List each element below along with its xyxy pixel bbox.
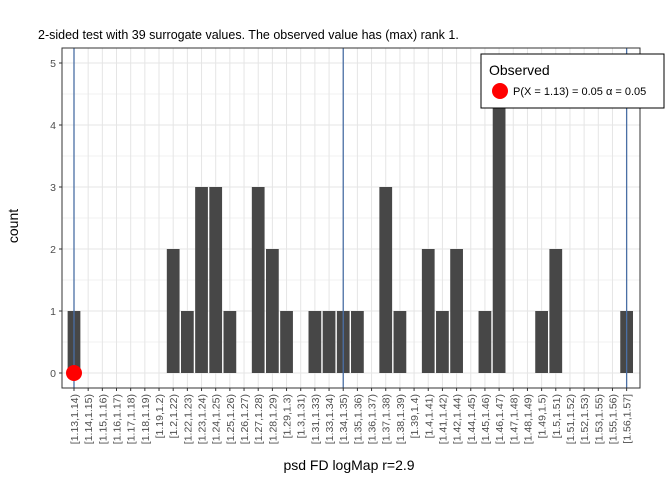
x-tick-label: [1.3,1.31) <box>296 394 308 438</box>
x-tick-label: [1.19,1.2) <box>154 394 166 438</box>
bar-[1.5,1.51) <box>549 249 563 373</box>
legend-observed-label: P(X = 1.13) = 0.05 α = 0.05 <box>513 86 646 98</box>
bar-[1.28,1.29) <box>266 249 279 373</box>
x-tick-label: [1.47,1.48) <box>508 394 520 444</box>
x-axis-title: psd FD logMap r=2.9 <box>283 457 414 473</box>
x-tick-label: [1.41,1.42) <box>437 394 449 444</box>
x-tick-label: [1.17,1.18) <box>126 394 138 444</box>
x-tick-label: [1.29,1.3) <box>282 394 294 438</box>
x-tick-label: [1.14,1.15) <box>83 394 95 444</box>
x-tick-label: [1.35,1.36) <box>352 394 364 444</box>
bar-[1.2,1.22) <box>166 249 180 373</box>
y-tick-label: 1 <box>50 306 56 318</box>
x-tick-label: [1.5,1.51) <box>551 394 563 438</box>
bar-[1.45,1.46) <box>478 311 492 373</box>
y-axis-ticks: 0 1 2 3 4 5 <box>50 58 62 380</box>
x-tick-label: [1.24,1.25) <box>211 394 223 444</box>
x-tick-label: [1.52,1.53) <box>579 394 591 444</box>
x-tick-label: [1.56,1.57] <box>622 394 634 444</box>
x-tick-label: [1.37,1.38) <box>381 394 393 444</box>
bar-[1.29,1.3) <box>280 311 293 373</box>
bar-[1.38,1.39) <box>393 311 407 373</box>
legend-title: Observed <box>489 62 550 78</box>
y-tick-label: 2 <box>50 244 56 256</box>
bar-[1.25,1.26) <box>223 311 237 373</box>
x-tick-label: [1.33,1.34) <box>324 394 336 444</box>
x-tick-label: [1.25,1.26) <box>225 394 237 444</box>
bar-[1.46,1.47) <box>492 63 506 373</box>
x-tick-label: [1.51,1.52) <box>565 394 577 444</box>
x-tick-label: [1.39,1.4) <box>409 394 421 438</box>
x-tick-label: [1.18,1.19) <box>140 394 152 444</box>
bar-[1.23,1.24) <box>195 187 208 373</box>
x-tick-label: [1.27,1.28) <box>253 394 265 444</box>
x-tick-label: [1.45,1.46) <box>480 394 492 444</box>
x-tick-label: [1.13,1.14) <box>69 394 81 444</box>
x-tick-label: [1.44,1.45) <box>466 394 478 444</box>
plot-panel-border <box>61 47 641 389</box>
legend: Observed P(X = 1.13) = 0.05 α = 0.05 <box>480 53 665 109</box>
y-tick-label: 5 <box>50 58 56 70</box>
bar-[1.24,1.25) <box>209 187 223 373</box>
x-tick-label: [1.2,1.22) <box>168 394 180 438</box>
x-tick-label: [1.36,1.37) <box>367 394 379 444</box>
x-tick-label: [1.42,1.44) <box>452 394 464 444</box>
bar-[1.22,1.23) <box>180 311 194 373</box>
x-tick-label: [1.46,1.47) <box>494 394 506 444</box>
chart-title: 2-sided test with 39 surrogate values. T… <box>38 28 459 42</box>
x-tick-label: [1.22,1.23) <box>182 394 194 444</box>
bars <box>67 63 634 373</box>
bar-[1.4,1.41) <box>421 249 435 373</box>
bar-[1.27,1.28) <box>251 187 265 373</box>
x-tick-label: [1.48,1.49) <box>522 394 534 444</box>
bar-[1.41,1.42) <box>436 311 449 373</box>
bar-[1.33,1.34) <box>322 311 336 373</box>
x-tick-label: [1.38,1.39) <box>395 394 407 444</box>
bar-[1.35,1.36) <box>351 311 364 373</box>
observed-point <box>66 365 82 381</box>
y-axis-title: count <box>5 209 21 243</box>
x-tick-label: [1.28,1.29) <box>267 394 279 444</box>
y-tick-label: 3 <box>50 182 56 194</box>
x-tick-label: [1.23,1.24) <box>197 394 209 444</box>
x-tick-label: [1.16,1.17) <box>112 394 124 444</box>
bar-[1.37,1.38) <box>379 187 393 373</box>
observed-points <box>66 365 82 381</box>
x-axis-ticks: [1.13,1.14) [1.14,1.15) [1.15,1.16) [1.16,1… <box>69 388 634 444</box>
legend-observed-marker <box>492 83 508 99</box>
x-tick-label: [1.4,1.41) <box>423 394 435 438</box>
x-tick-label: [1.55,1.56) <box>607 394 619 444</box>
legend-box <box>480 53 665 109</box>
x-tick-label: [1.31,1.33) <box>310 394 322 444</box>
y-tick-label: 0 <box>50 368 56 380</box>
y-tick-label: 4 <box>50 120 56 132</box>
x-tick-label: [1.53,1.55) <box>593 394 605 444</box>
bar-[1.42,1.44) <box>450 249 463 373</box>
x-tick-label: [1.49,1.5) <box>537 394 549 438</box>
x-tick-label: [1.26,1.27) <box>239 394 251 444</box>
x-tick-label: [1.15,1.16) <box>97 394 109 444</box>
bar-[1.31,1.33) <box>308 311 322 373</box>
bar-[1.49,1.5) <box>535 311 548 373</box>
x-tick-label: [1.34,1.35) <box>338 394 350 444</box>
